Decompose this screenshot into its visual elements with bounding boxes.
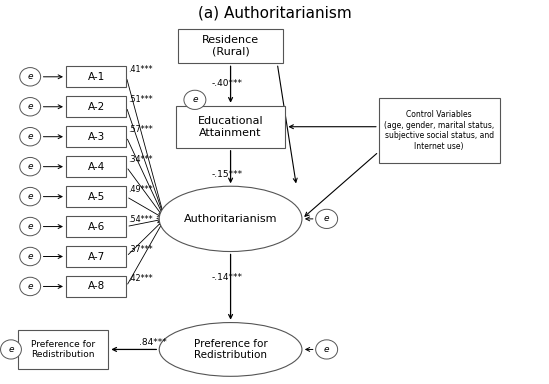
- Ellipse shape: [20, 98, 41, 116]
- Text: A-5: A-5: [87, 192, 105, 202]
- Text: .42***: .42***: [128, 275, 153, 283]
- Text: A-1: A-1: [87, 72, 105, 82]
- Text: A-8: A-8: [87, 281, 105, 291]
- Ellipse shape: [159, 186, 302, 252]
- Text: e: e: [27, 282, 33, 291]
- Bar: [178, 29, 283, 63]
- Text: Preference for
Redistribution: Preference for Redistribution: [194, 339, 267, 360]
- Text: Authoritarianism: Authoritarianism: [184, 214, 277, 224]
- Text: e: e: [27, 72, 33, 81]
- Text: e: e: [8, 345, 14, 354]
- Text: e: e: [27, 252, 33, 261]
- Text: Residence
(Rural): Residence (Rural): [202, 35, 259, 57]
- Ellipse shape: [20, 127, 41, 146]
- Ellipse shape: [20, 157, 41, 176]
- Text: .41***: .41***: [128, 65, 153, 74]
- Ellipse shape: [316, 340, 338, 359]
- Text: e: e: [324, 214, 329, 223]
- Bar: [66, 96, 126, 118]
- Text: Preference for
Redistribution: Preference for Redistribution: [31, 340, 95, 359]
- Bar: [66, 126, 126, 147]
- Text: .51***: .51***: [128, 95, 153, 104]
- Text: (a) Authoritarianism: (a) Authoritarianism: [198, 6, 351, 21]
- Text: Control Variables
(age, gender, marital status,
subjective social status, and
In: Control Variables (age, gender, marital …: [384, 111, 494, 151]
- Ellipse shape: [184, 90, 206, 109]
- Ellipse shape: [159, 323, 302, 376]
- Text: e: e: [192, 95, 198, 104]
- Ellipse shape: [1, 340, 21, 359]
- Text: .49***: .49***: [128, 185, 153, 194]
- Text: e: e: [324, 345, 329, 354]
- Text: -.40***: -.40***: [211, 79, 242, 88]
- Ellipse shape: [20, 68, 41, 86]
- Bar: [66, 276, 126, 297]
- Ellipse shape: [316, 209, 338, 228]
- Bar: [379, 98, 500, 163]
- Text: A-3: A-3: [87, 132, 105, 142]
- Text: A-4: A-4: [87, 162, 105, 172]
- Bar: [66, 246, 126, 267]
- Ellipse shape: [20, 247, 41, 266]
- Text: -.15***: -.15***: [211, 170, 243, 179]
- Ellipse shape: [20, 277, 41, 296]
- Bar: [66, 66, 126, 87]
- Bar: [66, 156, 126, 177]
- Text: A-2: A-2: [87, 102, 105, 112]
- Text: Educational
Attainment: Educational Attainment: [198, 116, 264, 137]
- Text: .57***: .57***: [128, 125, 153, 134]
- Bar: [66, 186, 126, 207]
- Text: -.14***: -.14***: [211, 273, 242, 282]
- Text: A-7: A-7: [87, 252, 105, 262]
- Text: e: e: [27, 132, 33, 141]
- Bar: [176, 106, 285, 148]
- Text: .34***: .34***: [128, 155, 153, 164]
- Text: .54***: .54***: [128, 215, 153, 223]
- Text: e: e: [27, 102, 33, 111]
- Text: .84***: .84***: [139, 338, 166, 347]
- Text: e: e: [27, 162, 33, 171]
- Text: e: e: [27, 192, 33, 201]
- Text: A-6: A-6: [87, 222, 105, 232]
- Bar: [18, 330, 109, 369]
- Bar: [66, 216, 126, 237]
- Text: .37***: .37***: [128, 245, 153, 253]
- Ellipse shape: [20, 217, 41, 236]
- Ellipse shape: [20, 187, 41, 206]
- Text: e: e: [27, 222, 33, 231]
